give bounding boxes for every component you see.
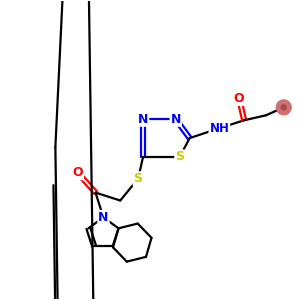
Circle shape [281, 105, 286, 110]
Text: N: N [171, 113, 181, 126]
Text: S: S [134, 172, 142, 185]
Text: N: N [138, 113, 148, 126]
Text: N: N [98, 211, 109, 224]
Text: S: S [175, 150, 184, 164]
Circle shape [276, 100, 291, 115]
Text: NH: NH [209, 122, 229, 135]
Text: O: O [234, 92, 244, 105]
Text: O: O [72, 166, 83, 179]
